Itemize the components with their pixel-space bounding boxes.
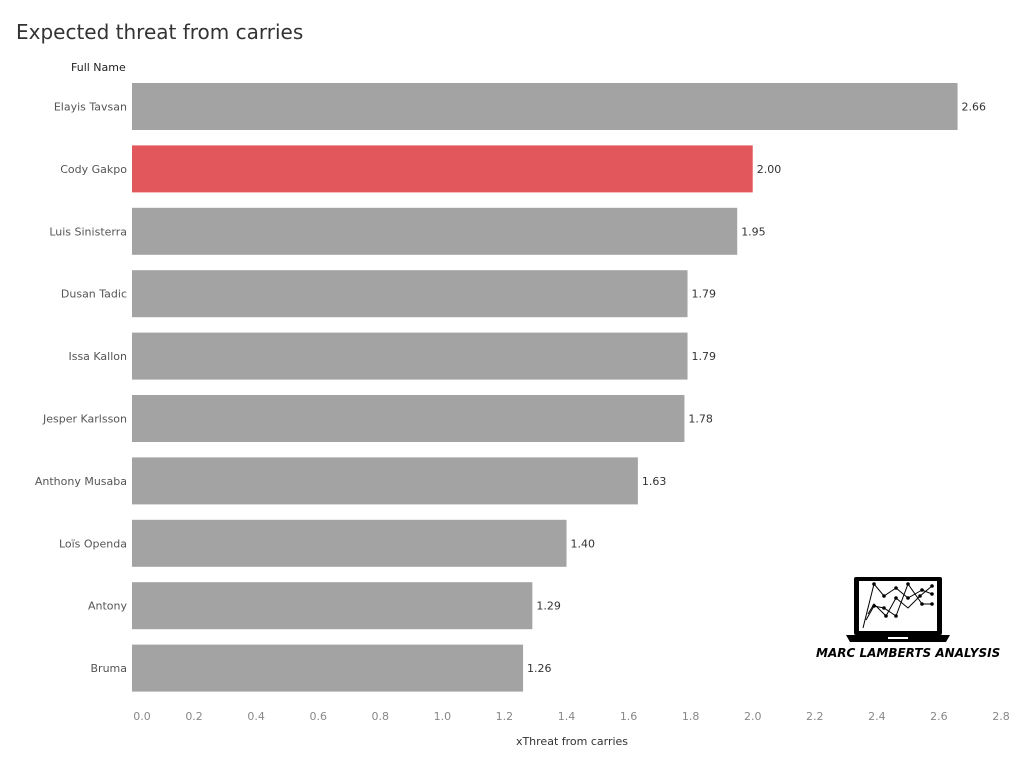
x-tick-label: 0.2 bbox=[185, 710, 203, 723]
x-tick-label: 0.8 bbox=[372, 710, 390, 723]
x-tick-label: 1.4 bbox=[558, 710, 576, 723]
value-label: 1.79 bbox=[692, 288, 717, 301]
category-label: Bruma bbox=[91, 662, 128, 675]
bar bbox=[132, 207, 738, 255]
value-label: 1.79 bbox=[692, 350, 717, 363]
bar bbox=[132, 582, 533, 630]
category-label: Issa Kallon bbox=[68, 350, 127, 363]
value-label: 1.40 bbox=[571, 537, 596, 550]
x-tick-label: 1.6 bbox=[620, 710, 638, 723]
category-label: Anthony Musaba bbox=[35, 475, 127, 488]
value-label: 2.66 bbox=[962, 101, 987, 114]
x-tick-label: 2.0 bbox=[744, 710, 762, 723]
category-label: Dusan Tadic bbox=[61, 288, 127, 301]
value-label: 1.26 bbox=[527, 662, 552, 675]
x-tick-label: 0.4 bbox=[247, 710, 265, 723]
category-label: Antony bbox=[88, 600, 128, 613]
x-tick-label: 2.6 bbox=[930, 710, 948, 723]
bars-group bbox=[132, 83, 958, 692]
x-tick-label: 0.6 bbox=[309, 710, 327, 723]
x-tick-label: 1.2 bbox=[496, 710, 514, 723]
category-label: Luis Sinisterra bbox=[49, 225, 127, 238]
bar bbox=[132, 519, 567, 567]
x-tick-label: 2.8 bbox=[992, 710, 1010, 723]
bar bbox=[132, 644, 524, 692]
x-axis-ticks: 0.0 0.2 0.4 0.6 0.8 1.0 1.2 1.4 1.6 1.8 2.0 2.2 2.4 2… bbox=[133, 710, 1010, 723]
bar bbox=[132, 270, 688, 318]
category-label: Elayis Tavsan bbox=[54, 101, 127, 114]
x-tick-label: 1.8 bbox=[682, 710, 700, 723]
bar bbox=[132, 332, 688, 380]
bar bbox=[132, 145, 753, 193]
category-labels: Elayis Tavsan Cody Gakpo Luis Sinisterra Du… bbox=[35, 101, 128, 676]
value-label: 1.63 bbox=[642, 475, 667, 488]
x-tick-label: 1.0 bbox=[434, 710, 452, 723]
bar bbox=[132, 395, 685, 442]
value-labels: 2.66 2.00 1.95 1.79 1.79 1.78 1.63 1.40 1.29 1.26 bbox=[527, 101, 986, 676]
x-tick-label: 0.0 bbox=[133, 710, 151, 723]
bar bbox=[132, 457, 638, 505]
bar bbox=[132, 83, 958, 130]
category-label: Jesper Karlsson bbox=[42, 413, 127, 426]
category-label: Loïs Openda bbox=[59, 537, 127, 550]
category-header: Full Name bbox=[71, 61, 126, 74]
x-tick-label: 2.4 bbox=[868, 710, 886, 723]
x-tick-label: 2.2 bbox=[806, 710, 824, 723]
brand-logo: MARC LAMBERTS ANALYSIS bbox=[816, 576, 1001, 662]
laptop-chart-icon bbox=[846, 577, 950, 642]
chart-title: Expected threat from carries bbox=[16, 20, 304, 44]
category-label: Cody Gakpo bbox=[60, 163, 127, 176]
value-label: 1.95 bbox=[741, 225, 766, 238]
value-label: 1.29 bbox=[536, 600, 561, 613]
x-axis-title: xThreat from carries bbox=[516, 735, 628, 748]
logo-text: MARC LAMBERTS ANALYSIS bbox=[816, 646, 1001, 660]
value-label: 1.78 bbox=[688, 413, 713, 426]
value-label: 2.00 bbox=[757, 163, 782, 176]
